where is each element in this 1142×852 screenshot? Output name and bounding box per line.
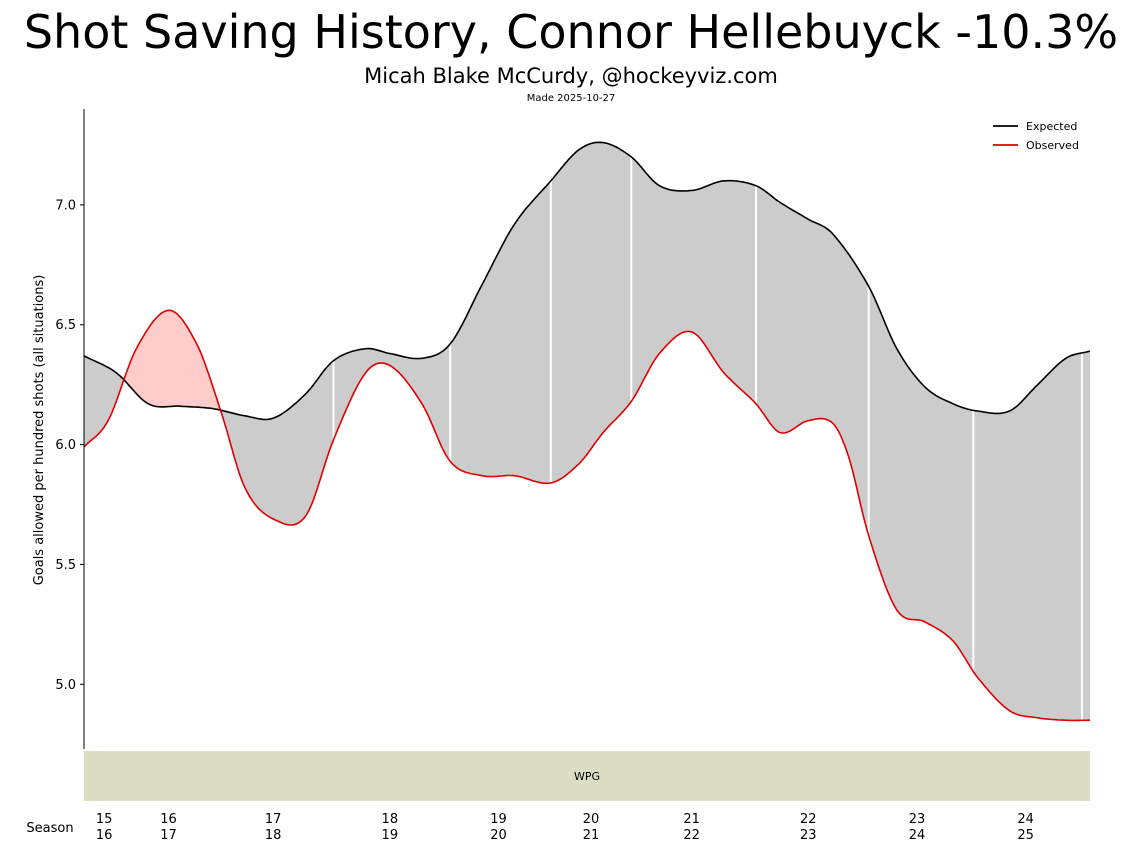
season-tick-bottom: 21 [583,828,600,843]
season-tick-top: 15 [96,812,113,827]
made-date: Made 2025-10-27 [527,93,616,104]
season-tick-bottom: 24 [909,828,926,843]
y-axis-label: Goals allowed per hundred shots (all sit… [32,275,47,586]
fill-better-than-expected [218,142,1091,721]
season-tick-bottom: 20 [490,828,507,843]
team-band: WPG [84,751,1090,801]
y-tick-label: 5.5 [55,558,76,573]
chart-subtitle: Micah Blake McCurdy, @hockeyviz.com [364,64,778,88]
y-tick-label: 6.5 [55,318,76,333]
x-axis-label: Season [26,821,73,836]
y-tick-label: 6.0 [55,438,76,453]
team-band-rect [84,751,1090,801]
team-label: WPG [574,770,600,783]
legend: Expected Observed [993,120,1079,152]
series-lines [83,141,1091,722]
fill-better-than-expected [84,355,125,447]
season-tick-top: 24 [1017,812,1034,827]
y-axis-ticks: 5.0 5.5 6.0 6.5 7.0 [55,198,84,693]
fill-worse-than-expected [122,310,221,411]
legend-label-observed: Observed [1026,139,1079,152]
observed-line [83,309,1090,722]
season-tick-top: 21 [683,812,700,827]
season-tick-bottom: 19 [382,828,399,843]
y-tick-label: 7.0 [55,198,76,213]
season-tick-top: 19 [490,812,507,827]
season-tick-bottom: 23 [800,828,817,843]
season-tick-top: 16 [160,812,177,827]
season-tick-bottom: 17 [160,828,177,843]
season-tick-bottom: 22 [683,828,700,843]
season-tick-bottom: 18 [265,828,282,843]
season-tick-top: 17 [265,812,282,827]
y-tick-label: 5.0 [55,678,76,693]
legend-label-expected: Expected [1026,120,1077,133]
season-tick-bottom: 25 [1017,828,1034,843]
season-tick-top: 23 [909,812,926,827]
season-tick-top: 18 [382,812,399,827]
season-tick-top: 20 [583,812,600,827]
season-tick-top: 22 [800,812,817,827]
season-separators [332,156,1083,721]
area-fills [84,142,1091,721]
season-tick-bottom: 16 [96,828,113,843]
chart-title: Shot Saving History, Connor Hellebuyck -… [24,5,1118,59]
expected-line [83,141,1091,421]
